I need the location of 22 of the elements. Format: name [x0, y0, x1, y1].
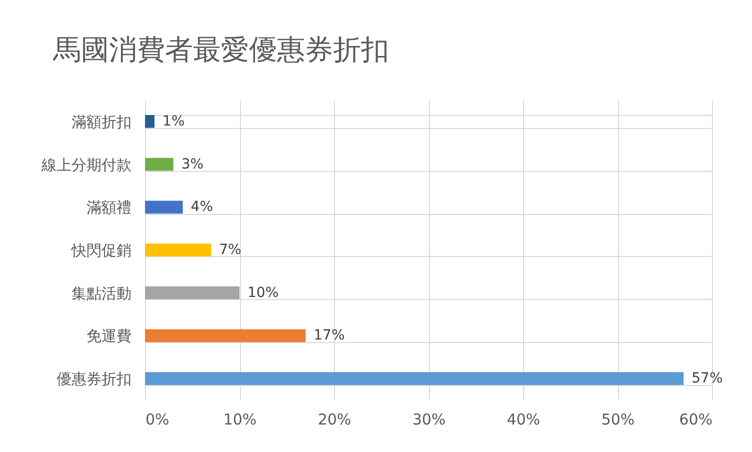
data-label: 57% [692, 370, 723, 387]
x-tick-label: 60% [679, 410, 712, 428]
y-tick-label: 滿額折扣 [72, 112, 132, 131]
x-tick-label: 30% [412, 410, 446, 428]
data-label: 17% [314, 328, 345, 344]
data-label: 1% [162, 113, 185, 130]
data-label: 10% [248, 284, 279, 301]
y-tick-label: 免運費 [86, 327, 132, 346]
x-tick-label: 50% [601, 410, 635, 428]
data-label: 4% [190, 199, 214, 216]
x-tick-label: 0% [146, 410, 170, 428]
y-tick-label: 線上分期付款 [40, 156, 132, 174]
x-tick-label: 40% [506, 410, 540, 428]
data-label: 3% [181, 156, 204, 172]
y-tick-label: 集點活動 [72, 284, 132, 302]
y-tick-label: 優惠券折扣 [56, 370, 132, 388]
chart-title: 馬國消費者最愛優惠券折扣 [52, 33, 389, 66]
x-tick-label: 20% [318, 410, 352, 428]
x-tick-label: 10% [223, 410, 257, 428]
data-label: 7% [219, 242, 242, 258]
y-tick-label: 快閃促銷 [70, 242, 132, 260]
y-tick-label: 滿額禮 [86, 198, 132, 217]
